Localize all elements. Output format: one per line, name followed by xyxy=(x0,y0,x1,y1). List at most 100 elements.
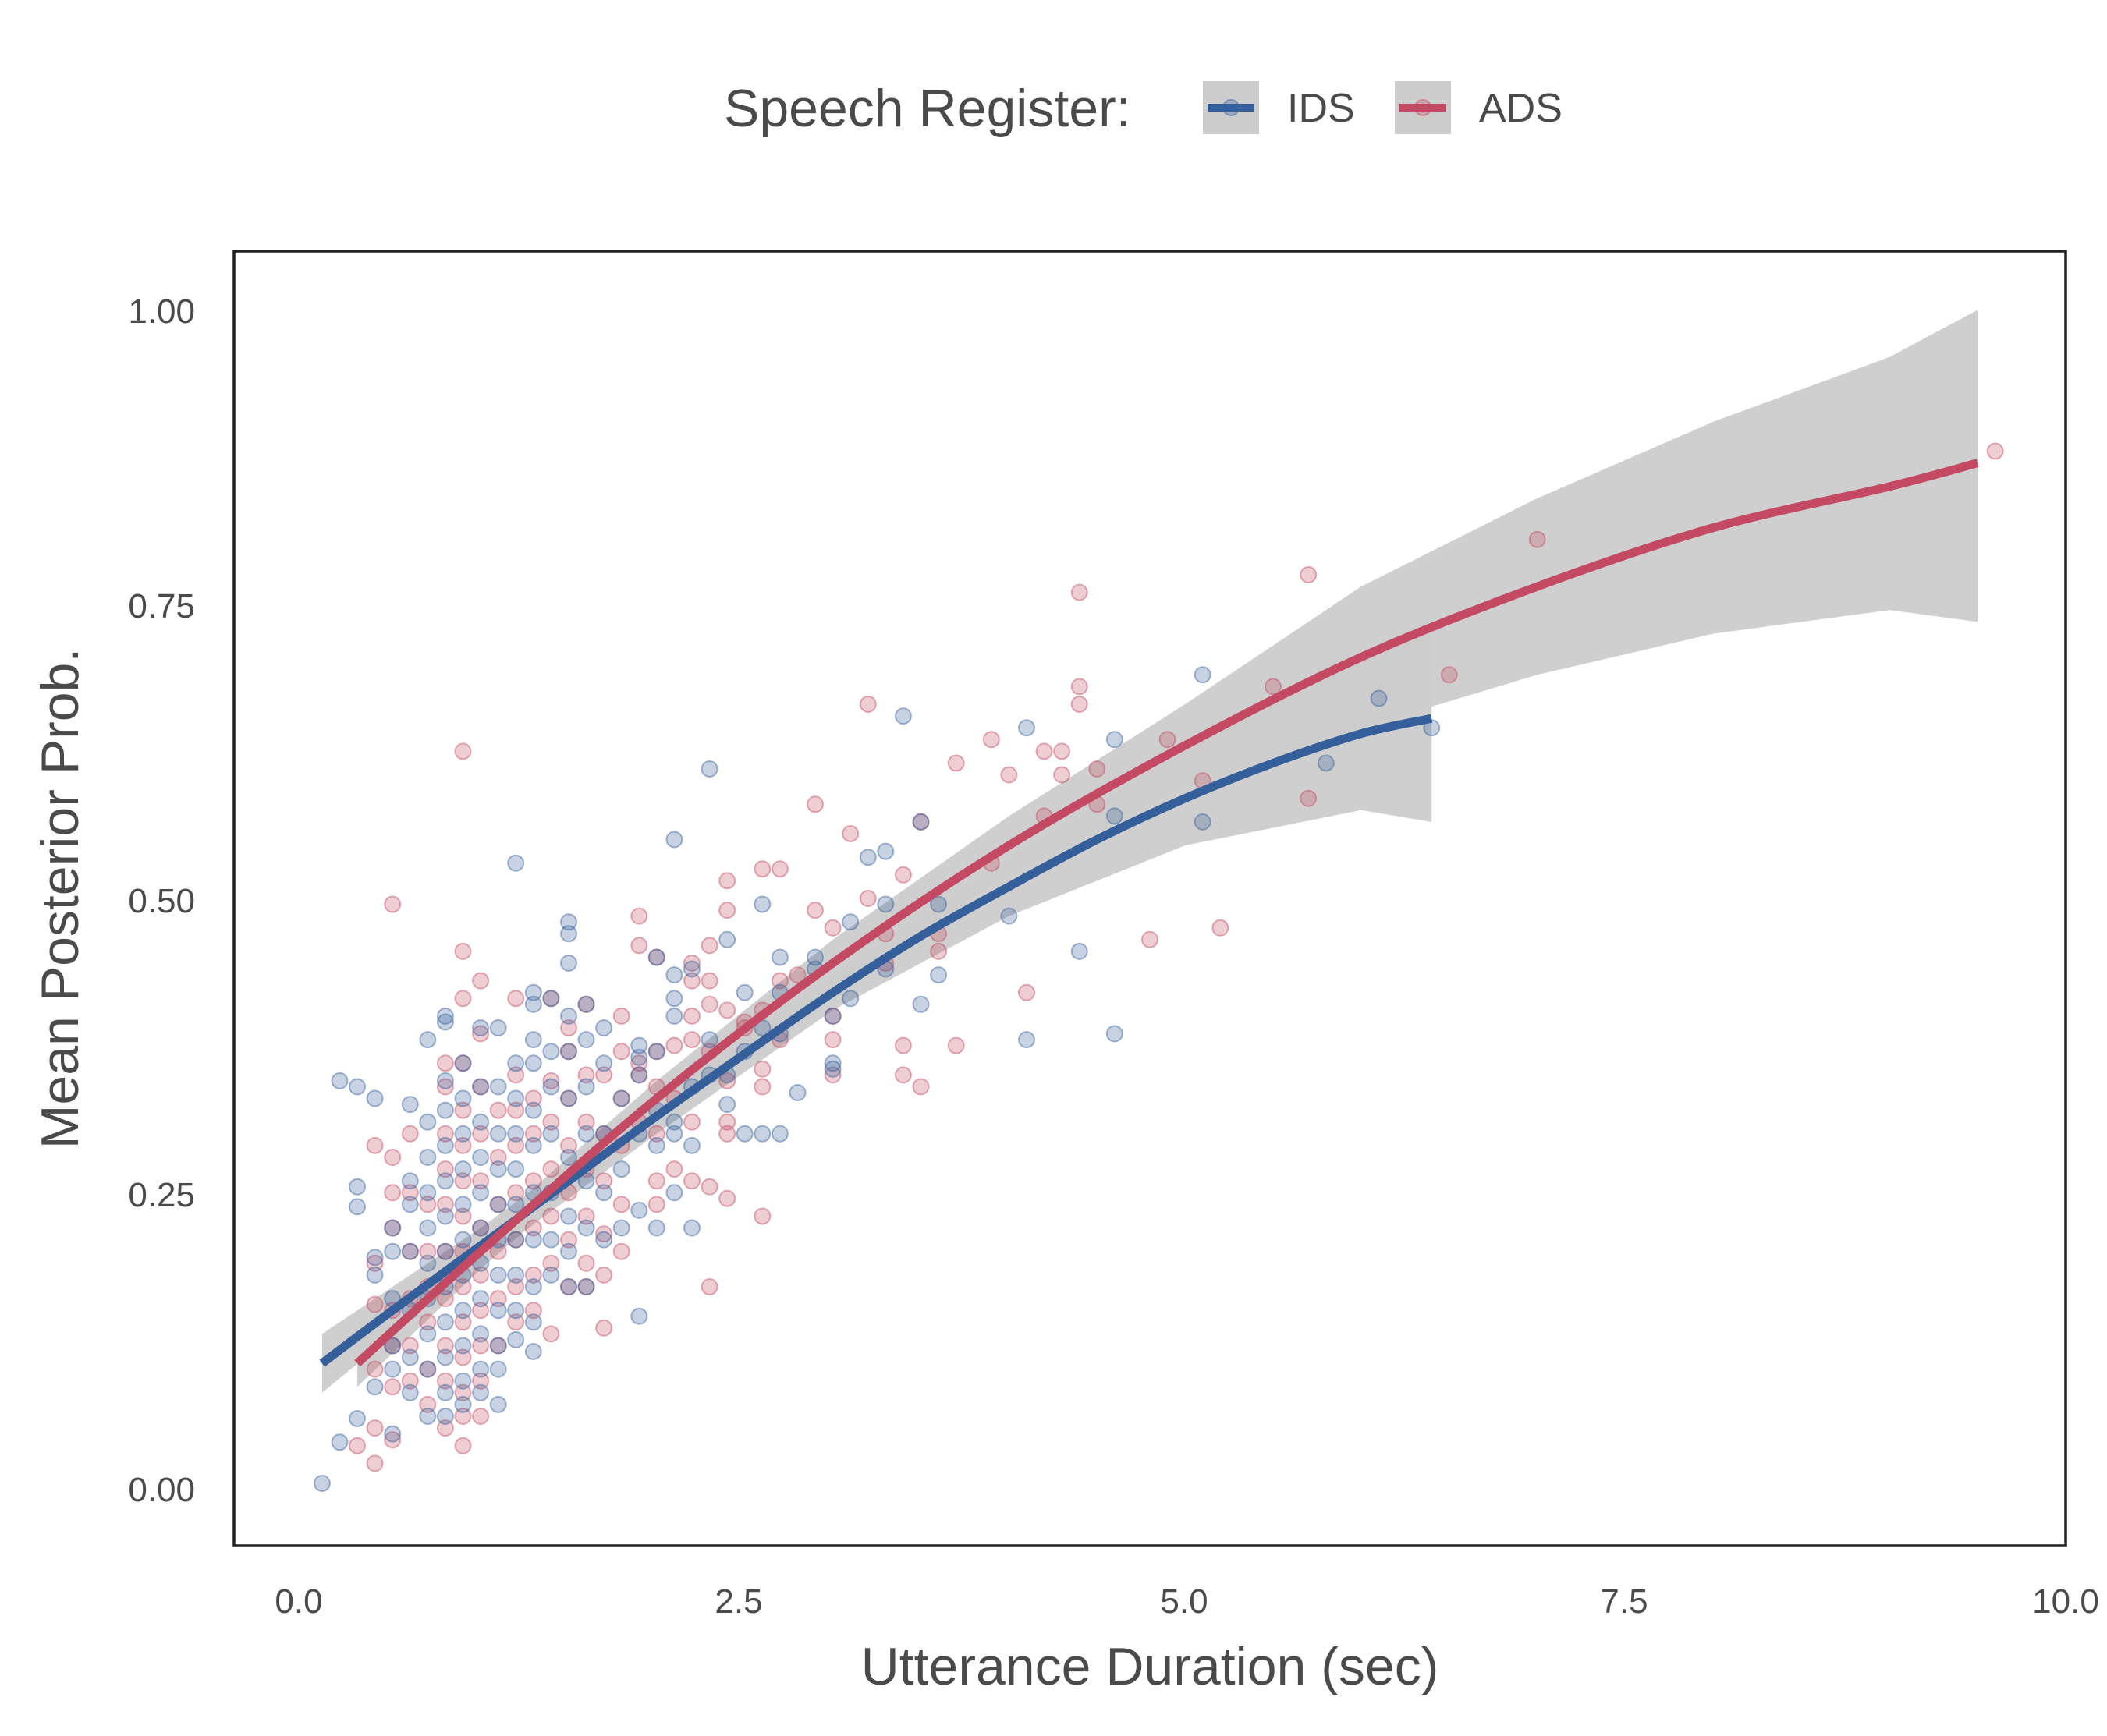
point-ads xyxy=(472,1125,490,1143)
point-ids xyxy=(612,1160,630,1178)
point-ids xyxy=(454,1372,472,1390)
legend-marker-ids xyxy=(1222,99,1240,116)
x-tick-label: 7.5 xyxy=(1600,1582,1648,1621)
point-ids xyxy=(718,1096,736,1114)
point-ids xyxy=(542,1078,560,1096)
point-ids xyxy=(595,1184,613,1202)
point-ids xyxy=(824,1060,842,1078)
point-ads xyxy=(384,1431,402,1449)
point-ids xyxy=(560,1207,577,1225)
legend-label-ads: ADS xyxy=(1479,86,1563,131)
point-ids xyxy=(771,1125,789,1143)
point-ads xyxy=(701,937,718,955)
point-ads xyxy=(472,1337,490,1355)
point-ids xyxy=(842,913,860,931)
point-ads xyxy=(1088,760,1106,778)
point-ids xyxy=(436,1207,454,1225)
point-ads xyxy=(524,1302,542,1320)
point-ids xyxy=(472,1078,490,1096)
point-ids xyxy=(313,1475,331,1492)
point-ids xyxy=(930,966,948,984)
point-ids xyxy=(647,1043,665,1061)
point-ids xyxy=(630,1066,648,1084)
point-ads xyxy=(577,1113,595,1131)
point-ids xyxy=(436,1383,454,1401)
point-ads xyxy=(454,1172,472,1190)
point-ids xyxy=(419,1219,437,1237)
point-ids xyxy=(507,854,525,872)
point-ids xyxy=(507,1125,525,1143)
point-ads xyxy=(507,1184,525,1202)
point-ads xyxy=(472,1408,490,1425)
point-ids xyxy=(472,1149,490,1166)
point-ads xyxy=(912,1078,930,1096)
point-ids xyxy=(507,1196,525,1213)
point-ads xyxy=(454,1383,472,1401)
point-ids xyxy=(859,849,877,866)
point-ads xyxy=(419,1360,437,1378)
point-ids xyxy=(542,990,560,1008)
point-ids xyxy=(454,1302,472,1320)
point-ads xyxy=(472,1025,490,1043)
point-ids xyxy=(331,1072,349,1089)
point-ads xyxy=(489,1290,507,1308)
point-ads xyxy=(524,1266,542,1284)
point-ids xyxy=(401,1172,419,1190)
point-ids xyxy=(736,1125,754,1143)
point-ids xyxy=(436,1013,454,1031)
point-ads xyxy=(454,1278,472,1295)
point-ids xyxy=(612,1219,630,1237)
point-ads xyxy=(1070,583,1088,601)
point-ids xyxy=(754,895,772,913)
point-ads xyxy=(454,1313,472,1331)
point-ads xyxy=(436,1196,454,1213)
point-ids xyxy=(507,1330,525,1348)
point-ids xyxy=(436,1172,454,1190)
point-ids xyxy=(736,983,754,1001)
point-ads xyxy=(701,1278,718,1295)
point-ads xyxy=(1070,678,1088,696)
point-ids xyxy=(507,1160,525,1178)
point-ids xyxy=(877,895,895,913)
point-ads xyxy=(560,1231,577,1249)
point-ads xyxy=(612,1242,630,1260)
point-ads xyxy=(894,866,912,884)
point-ads xyxy=(771,972,789,990)
point-ads xyxy=(1528,530,1546,548)
x-axis: 0.0 2.5 5.0 7.5 10.0 Utterance Duration … xyxy=(275,1582,2098,1696)
point-ids xyxy=(560,955,577,972)
point-ads xyxy=(647,1043,665,1061)
point-ids xyxy=(1018,719,1035,737)
point-ids xyxy=(472,1360,490,1378)
point-ads xyxy=(1158,731,1176,749)
point-ads xyxy=(665,1036,683,1054)
point-ids xyxy=(524,1031,542,1049)
point-ids xyxy=(595,1019,613,1036)
point-ads xyxy=(754,1207,772,1225)
point-ids xyxy=(630,1048,648,1066)
point-ads xyxy=(384,1378,402,1396)
point-ads xyxy=(1300,566,1318,583)
y-axis: 0.00 0.25 0.50 0.75 1.00 Mean Posterior … xyxy=(30,292,195,1509)
point-ids xyxy=(472,1290,490,1308)
point-ads xyxy=(824,919,842,937)
point-ids xyxy=(454,1231,472,1249)
point-ids xyxy=(912,995,930,1013)
plot-frame xyxy=(232,250,2067,1547)
point-ids xyxy=(824,1007,842,1025)
y-tick-label: 0.25 xyxy=(128,1176,195,1214)
point-ids xyxy=(683,960,701,978)
point-ads xyxy=(947,754,965,772)
point-ids xyxy=(1105,731,1123,749)
point-ads xyxy=(454,1408,472,1425)
point-ads xyxy=(1986,442,2004,460)
point-ads xyxy=(683,955,701,972)
point-ads xyxy=(612,1007,630,1025)
point-ads xyxy=(912,813,930,831)
point-ads xyxy=(824,1031,842,1049)
point-ads xyxy=(524,1172,542,1190)
point-ads xyxy=(366,1254,384,1272)
point-ads xyxy=(789,966,807,984)
point-ids xyxy=(595,1231,613,1249)
legend-title: Speech Register: xyxy=(724,79,1131,138)
